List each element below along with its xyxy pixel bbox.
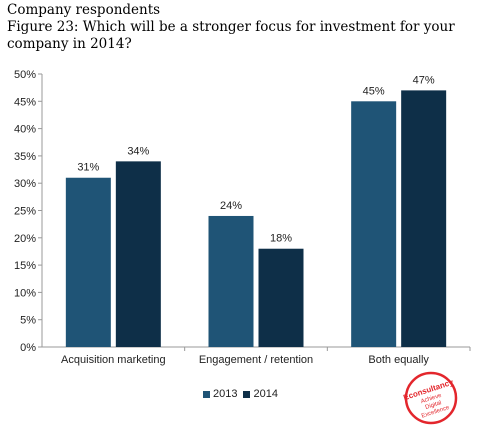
y-tick-label: 10%: [14, 287, 36, 299]
legend-swatch-2014: [243, 390, 251, 398]
bar-2014-2: [401, 90, 447, 347]
legend-label-2013: 2013: [213, 388, 238, 400]
chart-title: Figure 23: Which will be a stronger focu…: [7, 19, 455, 52]
data-label: 18%: [270, 233, 292, 245]
legend-item-2013: 2013: [203, 388, 237, 400]
y-tick-label: 0%: [20, 342, 36, 354]
bar-2013-0: [65, 177, 111, 347]
y-tick-label: 30%: [14, 178, 36, 190]
chart-legend: 2013 2014: [203, 388, 278, 400]
bar-2014-1: [258, 248, 304, 347]
y-tick-label: 25%: [14, 206, 36, 218]
legend-item-2014: 2014: [243, 388, 278, 400]
bar-2013-1: [208, 215, 254, 347]
data-label: 47%: [413, 74, 435, 86]
econsultancy-logo: Econsultancy Achieve Digital Excellence: [402, 371, 458, 425]
legend-label-2014: 2014: [253, 388, 278, 400]
x-category-label: Engagement / retention: [199, 354, 313, 366]
y-tick-label: 45%: [14, 96, 36, 108]
legend-swatch-2013: [203, 390, 210, 398]
bar-2013-2: [351, 101, 397, 347]
y-tick-label: 15%: [14, 260, 36, 272]
data-label: 34%: [127, 145, 149, 157]
data-label: 45%: [363, 85, 385, 97]
logo-line-2: Digital: [425, 400, 443, 411]
chart-subtitle: Company respondents: [7, 2, 161, 18]
x-category-label: Acquisition marketing: [61, 354, 166, 366]
bar-2014-0: [115, 161, 161, 347]
data-label: 31%: [77, 162, 99, 174]
logo-ring: [404, 371, 458, 425]
y-tick-label: 40%: [14, 124, 36, 136]
y-tick-label: 50%: [14, 69, 36, 81]
y-tick-label: 20%: [14, 233, 36, 245]
x-category-label: Both equally: [368, 354, 429, 366]
y-tick-label: 5%: [20, 315, 36, 327]
data-label: 24%: [220, 200, 242, 212]
y-tick-label: 35%: [14, 151, 36, 163]
